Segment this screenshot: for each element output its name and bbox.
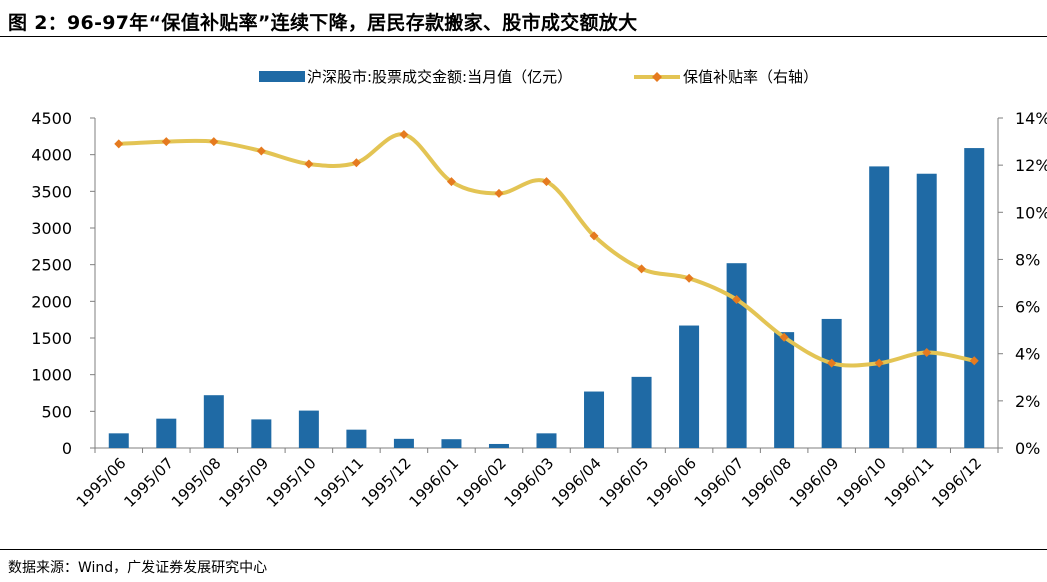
bar (108, 433, 129, 448)
x-tick-label: 1995/06 (73, 454, 130, 511)
bar (631, 376, 652, 448)
bar (203, 395, 224, 448)
bar (584, 391, 605, 448)
x-tick-label: 1996/10 (833, 454, 890, 511)
line-point (351, 158, 361, 168)
x-tick-label: 1996/09 (786, 454, 843, 511)
left-y-tick-label: 4500 (31, 109, 72, 128)
x-tick-label: 1996/04 (548, 454, 605, 511)
x-tick-label: 1996/02 (453, 454, 510, 511)
right-y-tick-label: 10% (1015, 203, 1047, 222)
legend-bar-label: 沪深股市:股票成交金额:当月值（亿元） (307, 68, 572, 86)
bar (441, 439, 462, 448)
line-point (922, 348, 932, 358)
chart-axes: 0 500 1000 1500 2000 2500 3000 3500 4000 4500 0% 2%… (31, 109, 1047, 458)
right-y-tick-label: 4% (1015, 345, 1040, 364)
right-y-tick-label: 2% (1015, 392, 1040, 411)
line-point (827, 358, 837, 368)
line-point (494, 188, 504, 198)
x-tick-label: 1996/01 (405, 454, 462, 511)
line-point (209, 137, 219, 147)
line-point (304, 159, 314, 169)
bar (679, 325, 700, 448)
left-y-tick-label: 2500 (31, 256, 72, 275)
left-y-tick-label: 4000 (31, 146, 72, 165)
line-point (589, 231, 599, 241)
line-point (446, 177, 456, 187)
bar (774, 332, 795, 448)
bar (821, 318, 842, 448)
bar (536, 433, 557, 448)
x-tick-label: 1996/12 (928, 454, 985, 511)
bar (346, 429, 367, 448)
x-tick-label: 1995/09 (215, 454, 272, 511)
x-axis-tick-labels: 1995/061995/071995/081995/091995/101995/… (73, 448, 999, 511)
right-y-tick-label: 14% (1015, 109, 1047, 128)
line-point (161, 137, 171, 147)
left-y-tick-label: 0 (62, 439, 72, 458)
line-point (399, 130, 409, 139)
x-tick-label: 1995/12 (358, 454, 415, 511)
line-point (969, 356, 979, 366)
x-tick-label: 1995/08 (168, 454, 225, 511)
x-tick-label: 1996/11 (881, 454, 938, 511)
line-point (637, 264, 647, 274)
bar (869, 166, 890, 448)
x-tick-label: 1996/05 (596, 454, 653, 511)
bar (964, 148, 985, 449)
line-point (779, 332, 789, 342)
bar-series (108, 148, 985, 449)
legend-line-marker (652, 72, 662, 82)
bar (726, 263, 747, 448)
x-tick-label: 1996/08 (738, 454, 795, 511)
line-path (116, 132, 977, 368)
left-y-tick-label: 500 (41, 402, 72, 421)
x-tick-label: 1995/07 (120, 454, 177, 511)
figure-title: 图 2：96-97年“保值补贴率”连续下降，居民存款搬家、股市成交额放大 (8, 12, 638, 34)
left-y-tick-label: 3000 (31, 219, 72, 238)
bar (916, 173, 937, 448)
legend-line-label: 保值补贴率（右轴） (683, 68, 818, 86)
right-y-tick-label: 0% (1015, 439, 1040, 458)
x-tick-label: 1996/03 (501, 454, 558, 511)
right-y-tick-label: 6% (1015, 298, 1040, 317)
x-tick-label: 1996/07 (691, 454, 748, 511)
line-point (874, 358, 884, 368)
bar (488, 443, 509, 448)
bar (251, 419, 272, 448)
left-y-tick-label: 2000 (31, 292, 72, 311)
bar (393, 438, 414, 448)
left-y-tick-label: 1500 (31, 329, 72, 348)
x-tick-label: 1995/10 (263, 454, 320, 511)
legend-bar-swatch (259, 71, 305, 82)
right-y-tick-label: 12% (1015, 156, 1047, 175)
line-point (542, 177, 551, 187)
bar (156, 418, 177, 448)
line-point (684, 273, 694, 283)
source-note: 数据来源：Wind，广发证券发展研究中心 (8, 560, 268, 576)
line-point (732, 295, 742, 304)
source-divider (0, 549, 1047, 550)
left-y-tick-label: 3500 (31, 182, 72, 201)
chart-legend: 沪深股市:股票成交金额:当月值（亿元） 保值补贴率（右轴） (259, 68, 818, 86)
x-tick-label: 1995/11 (310, 454, 367, 511)
right-y-tick-label: 8% (1015, 250, 1040, 269)
line-point (256, 146, 266, 156)
title-divider (0, 36, 1047, 37)
bar (298, 410, 319, 448)
left-y-tick-label: 1000 (31, 366, 72, 385)
line-series (114, 130, 979, 368)
line-point (114, 139, 124, 149)
x-tick-label: 1996/06 (643, 454, 700, 511)
